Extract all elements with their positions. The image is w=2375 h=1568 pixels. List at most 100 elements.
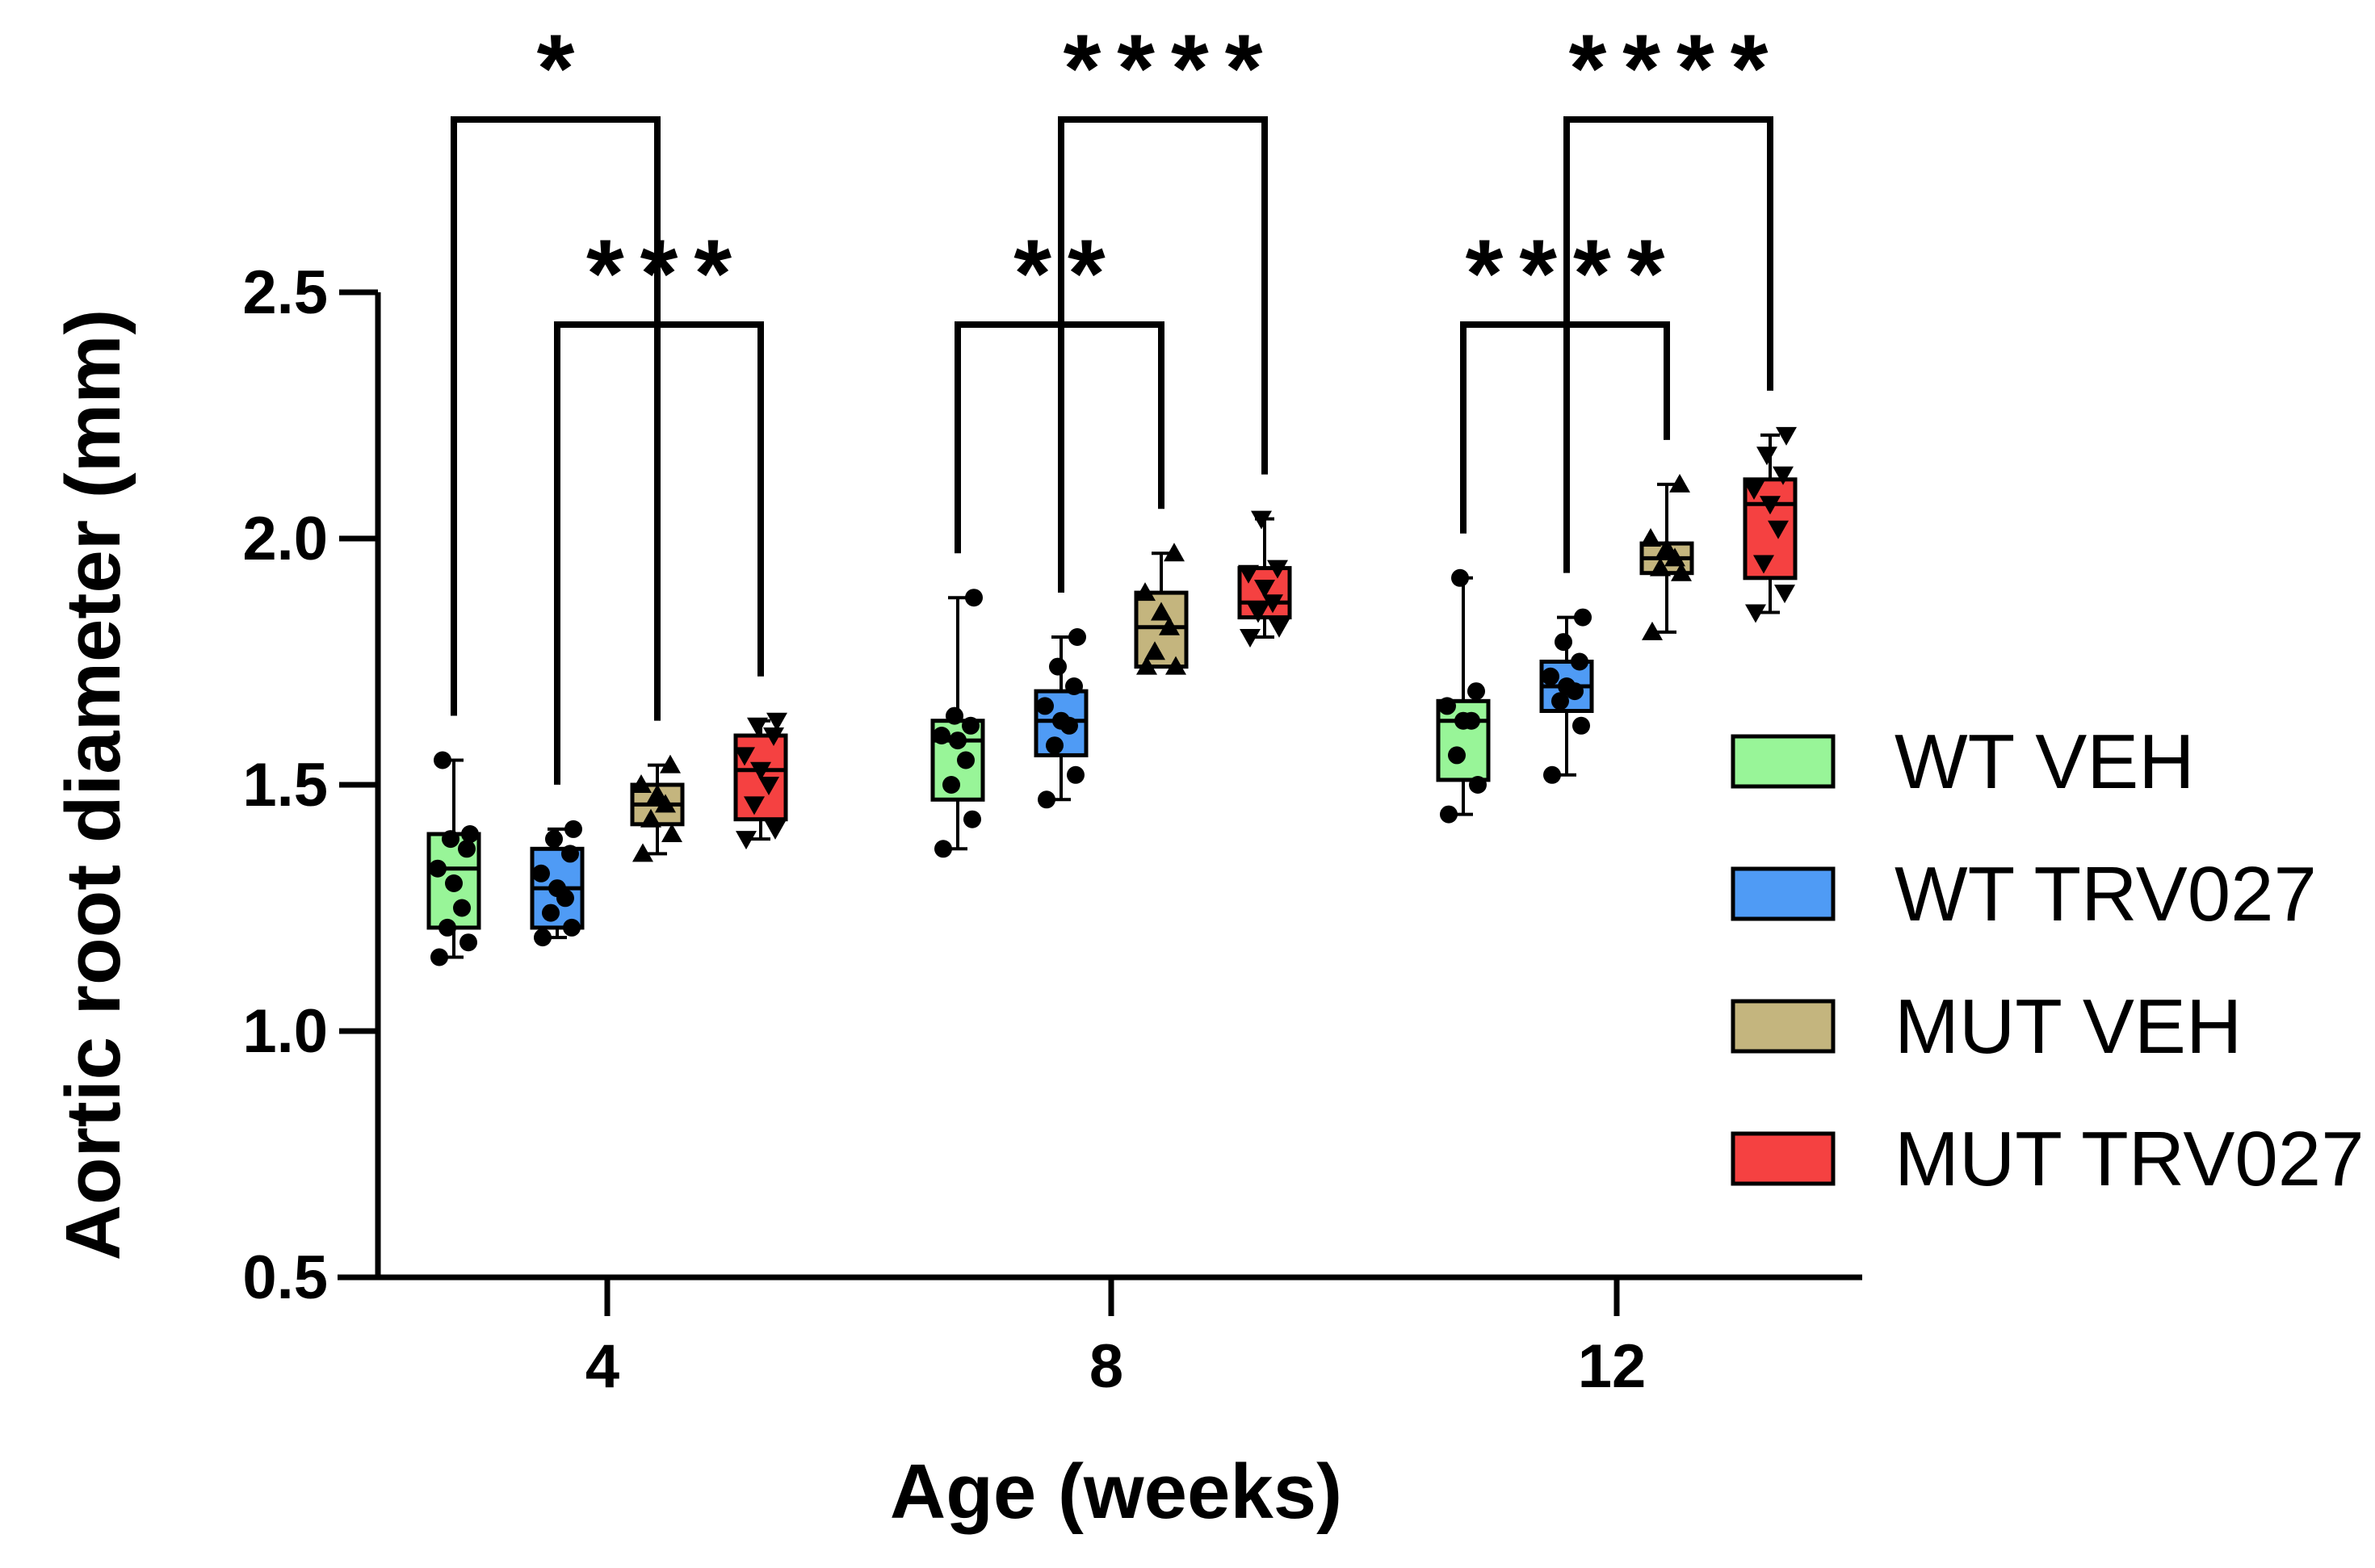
data-point — [1135, 582, 1156, 602]
data-point — [548, 879, 566, 898]
bracket-line — [1563, 116, 1773, 573]
legend-label: WT VEH — [1895, 719, 2195, 805]
y-tick-label: 0.5 — [242, 1243, 328, 1312]
data-point — [632, 843, 653, 862]
x-tick-label: 12 — [1578, 1332, 1647, 1401]
data-point — [736, 831, 757, 850]
y-tick-label: 1.5 — [242, 751, 328, 820]
data-point — [1068, 628, 1086, 646]
data-point — [430, 948, 448, 966]
data-point — [564, 820, 582, 838]
data-point — [534, 929, 552, 947]
box-wt-trv027-8 — [1034, 628, 1089, 809]
data-point — [1776, 426, 1797, 446]
data-point — [1448, 746, 1466, 765]
data-point — [1136, 656, 1157, 675]
boxes — [426, 426, 1798, 966]
data-point — [1144, 641, 1165, 660]
box-mut-veh-8 — [1134, 543, 1189, 675]
data-point — [453, 899, 471, 917]
significance-brackets: **** ************** — [451, 15, 1785, 785]
significance-label: * — [537, 15, 591, 123]
significance-bracket: **** — [1058, 15, 1279, 593]
data-point — [1773, 466, 1794, 485]
x-ticks: 4 8 12 — [585, 1277, 1646, 1401]
data-point — [545, 830, 563, 849]
bracket-line — [451, 116, 661, 721]
significance-label: ** — [1013, 220, 1121, 328]
data-point — [1656, 538, 1677, 557]
data-point — [744, 796, 765, 815]
box-mut-trv027-12 — [1743, 426, 1798, 623]
data-point — [1248, 604, 1269, 623]
data-point — [1753, 555, 1774, 574]
box-wt-trv027-4 — [530, 820, 585, 947]
x-tick-label: 4 — [585, 1332, 619, 1401]
x-axis-title: Age (weeks) — [890, 1449, 1342, 1535]
data-point — [1650, 557, 1671, 576]
y-tick-label: 2.0 — [242, 505, 328, 573]
significance-bracket: **** — [1563, 15, 1785, 573]
y-ticks: 0.5 1.0 1.5 2.0 2.5 — [242, 258, 378, 1312]
data-point — [459, 933, 477, 952]
data-point — [1067, 765, 1085, 784]
legend-item-mut-veh: MUT VEH — [1731, 983, 2242, 1070]
box-mut-veh-12 — [1639, 473, 1694, 640]
data-point — [1774, 585, 1795, 604]
data-point — [957, 751, 975, 769]
data-point — [1745, 604, 1766, 623]
box-mut-trv027-4 — [733, 712, 788, 850]
data-point — [962, 716, 980, 735]
data-point — [1251, 510, 1272, 530]
legend-item-mut-trv027: MUT TRV027 — [1731, 1116, 2365, 1202]
data-point — [1159, 616, 1180, 635]
significance-label: **** — [1466, 220, 1681, 328]
data-point — [1551, 692, 1569, 711]
significance-bracket: * — [451, 15, 661, 721]
data-point — [763, 727, 784, 746]
data-point — [1038, 790, 1055, 809]
data-point — [1669, 473, 1690, 493]
data-point — [765, 820, 786, 840]
box-mut-veh-4 — [630, 754, 685, 862]
x-tick-label: 8 — [1089, 1332, 1123, 1401]
data-point — [661, 824, 682, 842]
data-point — [563, 918, 581, 937]
data-point — [1049, 657, 1067, 676]
y-tick-label: 2.5 — [242, 258, 328, 327]
data-point — [1640, 528, 1661, 547]
data-point — [1642, 621, 1663, 640]
data-point — [1052, 711, 1070, 730]
box-wt-veh-8 — [930, 589, 985, 858]
data-point — [1240, 629, 1261, 648]
legend-swatch — [1731, 1131, 1836, 1186]
data-point — [1664, 547, 1685, 567]
significance-label: **** — [1569, 15, 1785, 123]
data-point — [445, 874, 463, 892]
legend-item-wt-veh: WT VEH — [1731, 719, 2195, 805]
data-point — [561, 845, 579, 863]
data-point — [933, 727, 950, 744]
legend: WT VEH WT TRV027 MUT VEH MUT TRV027 — [1731, 719, 2365, 1202]
data-point — [1438, 697, 1456, 715]
data-point — [631, 774, 652, 793]
data-point — [461, 825, 479, 843]
data-point — [1269, 618, 1290, 638]
data-point — [1440, 805, 1458, 824]
data-point — [647, 784, 668, 803]
data-point — [1036, 697, 1054, 715]
y-tick-label: 1.0 — [242, 997, 328, 1066]
data-point — [1571, 652, 1588, 671]
data-point — [758, 777, 779, 795]
data-point — [438, 918, 456, 937]
data-point — [949, 732, 967, 750]
box-wt-veh-4 — [426, 751, 481, 966]
legend-swatch — [1731, 866, 1836, 921]
data-point — [1543, 765, 1561, 784]
data-point — [1238, 564, 1259, 584]
data-point — [1165, 656, 1186, 675]
data-point — [1454, 711, 1472, 730]
data-point — [434, 751, 451, 769]
significance-label: **** — [1064, 15, 1279, 123]
